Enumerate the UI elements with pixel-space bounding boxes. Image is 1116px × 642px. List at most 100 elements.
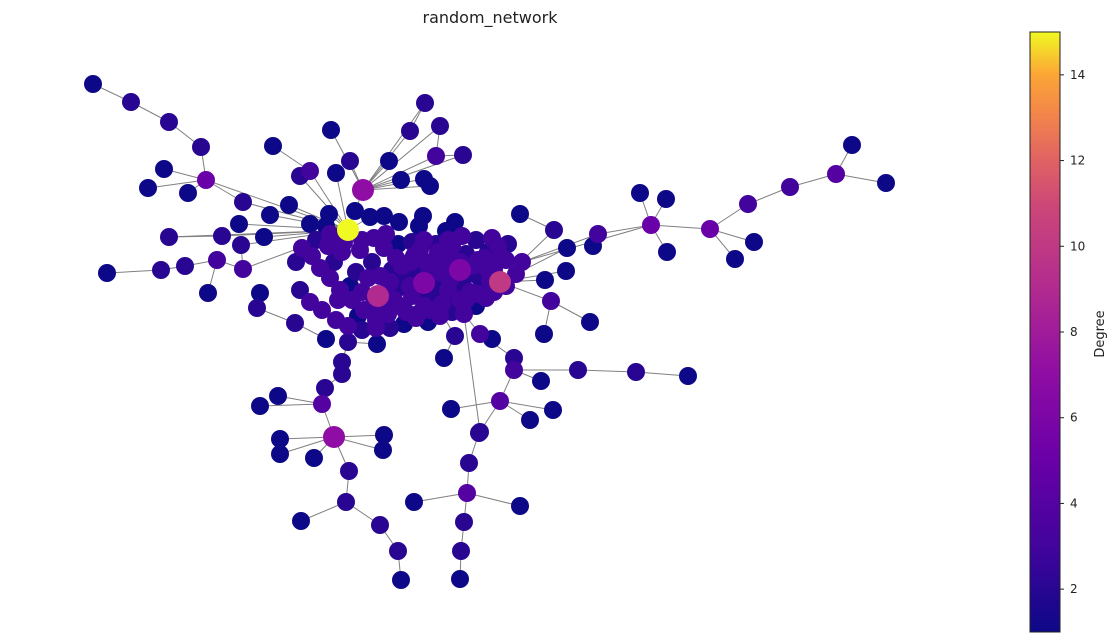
- network-node: [98, 264, 116, 282]
- network-node: [513, 253, 531, 271]
- network-node: [353, 283, 371, 301]
- network-node: [589, 225, 607, 243]
- network-node: [380, 152, 398, 170]
- network-node: [558, 239, 576, 257]
- network-node: [313, 395, 331, 413]
- colorbar-tick-label: 4: [1070, 496, 1078, 510]
- network-node: [446, 213, 464, 231]
- network-edge: [466, 492, 521, 507]
- network-node: [511, 205, 529, 223]
- network-node: [381, 273, 399, 291]
- network-node: [251, 397, 269, 415]
- network-node: [316, 379, 334, 397]
- network-node: [627, 363, 645, 381]
- network-node: [337, 219, 359, 241]
- network-node: [442, 400, 460, 418]
- network-node: [435, 349, 453, 367]
- network-node: [469, 285, 487, 303]
- network-node: [483, 229, 501, 247]
- network-edge: [362, 154, 464, 191]
- network-node: [470, 424, 488, 442]
- network-node: [291, 281, 309, 299]
- colorbar-label: Degree: [1093, 310, 1108, 357]
- network-node: [371, 516, 389, 534]
- network-node: [269, 387, 287, 405]
- network-node: [535, 325, 553, 343]
- network-node: [375, 207, 393, 225]
- colorbar-tick-label: 8: [1070, 325, 1078, 339]
- network-node: [557, 262, 575, 280]
- network-edge: [362, 185, 431, 191]
- colorbar-tick-label: 12: [1070, 154, 1085, 168]
- network-node: [192, 138, 210, 156]
- network-node: [739, 195, 757, 213]
- network-node: [467, 231, 485, 249]
- network-node: [139, 179, 157, 197]
- network-node: [176, 257, 194, 275]
- network-node: [642, 216, 660, 234]
- network-node: [213, 227, 231, 245]
- network-node: [333, 353, 351, 371]
- network-node: [726, 250, 744, 268]
- network-node: [368, 335, 386, 353]
- network-node: [329, 291, 347, 309]
- network-node: [280, 196, 298, 214]
- network-node: [234, 193, 252, 211]
- network-edge: [362, 102, 426, 191]
- network-node: [301, 215, 319, 233]
- network-node: [416, 94, 434, 112]
- colorbar-tick-label: 6: [1070, 411, 1078, 425]
- network-node: [341, 152, 359, 170]
- network-edge: [106, 269, 162, 274]
- colorbar-ticks: 2 4 6 8 10 12 14: [1060, 68, 1085, 596]
- network-node: [581, 313, 599, 331]
- network-node: [415, 231, 433, 249]
- network-node: [491, 392, 509, 410]
- network-node: [293, 239, 311, 257]
- network-edge: [299, 175, 349, 231]
- network-node: [313, 301, 331, 319]
- network-node: [287, 253, 305, 271]
- network-node: [449, 259, 471, 281]
- network-node: [385, 291, 403, 309]
- network-node: [417, 253, 435, 271]
- colorbar-gradient: [1029, 31, 1061, 633]
- colorbar-tick-label: 2: [1070, 582, 1078, 596]
- network-node: [451, 570, 469, 588]
- network-node: [421, 177, 439, 195]
- network-edge: [463, 313, 481, 433]
- network-node: [340, 462, 358, 480]
- network-node: [363, 253, 381, 271]
- network-node: [251, 284, 269, 302]
- network-node: [389, 235, 407, 253]
- network-node: [346, 202, 364, 220]
- network-node: [234, 260, 252, 278]
- network-node: [657, 190, 675, 208]
- network-node: [393, 257, 411, 275]
- network-node: [542, 292, 560, 310]
- network-node: [160, 113, 178, 131]
- network-node: [323, 426, 345, 448]
- network-node: [658, 243, 676, 261]
- network-node: [460, 454, 478, 472]
- network-node: [405, 493, 423, 511]
- network-node: [487, 253, 505, 271]
- network-node: [455, 513, 473, 531]
- colorbar: 2 4 6 8 10 12 14 Degree: [1029, 31, 1108, 633]
- network-node: [452, 542, 470, 560]
- network-node: [353, 321, 371, 339]
- network-node: [199, 284, 217, 302]
- network-node: [292, 512, 310, 530]
- network-node: [827, 165, 845, 183]
- network-node: [230, 215, 248, 233]
- network-node: [701, 220, 719, 238]
- network-node: [392, 571, 410, 589]
- network-node: [843, 136, 861, 154]
- network-node: [339, 317, 357, 335]
- network-node: [679, 367, 697, 385]
- network-node: [248, 299, 266, 317]
- network-edge: [259, 403, 323, 407]
- network-node: [427, 147, 445, 165]
- network-node: [521, 411, 539, 429]
- network-node: [232, 236, 250, 254]
